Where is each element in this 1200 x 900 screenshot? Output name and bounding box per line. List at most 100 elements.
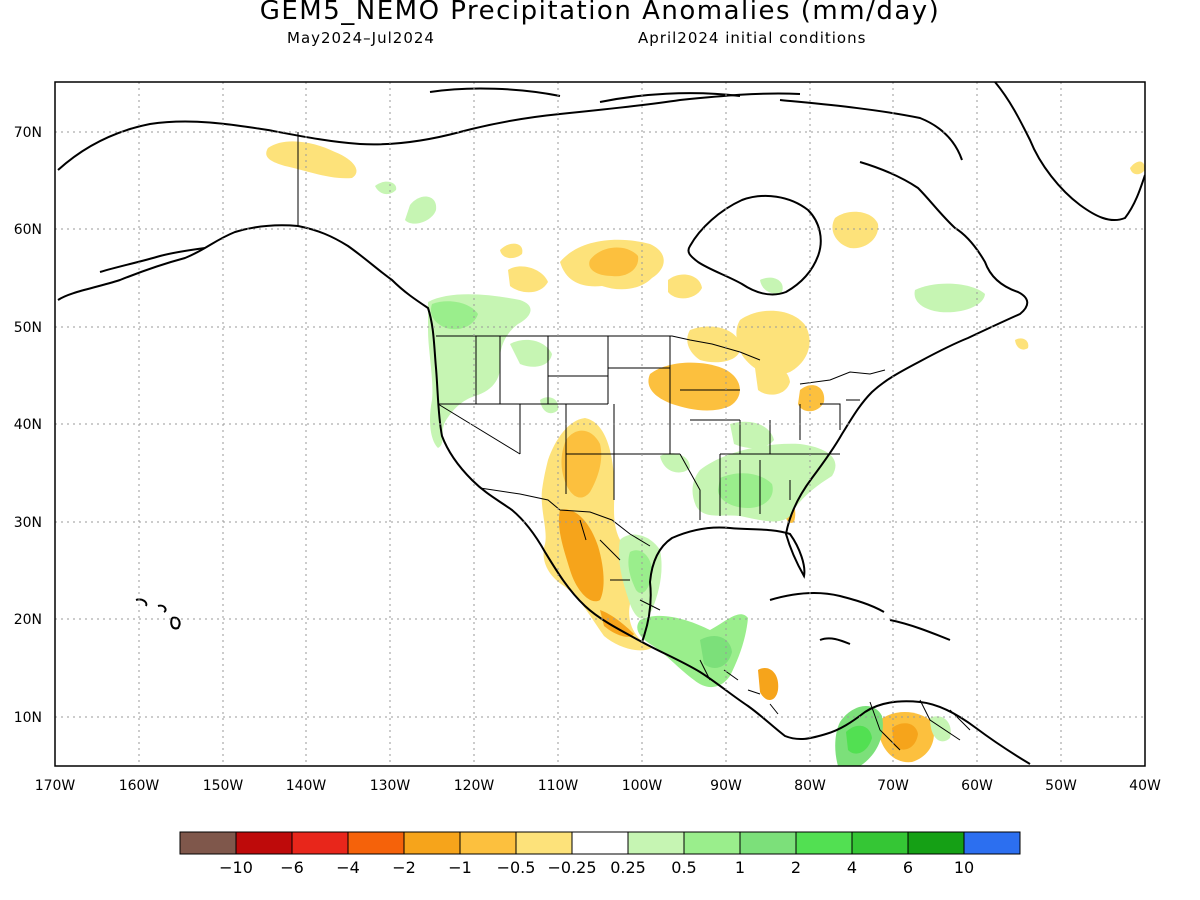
north-america-coastline [57,224,1031,765]
legend-label: 1 [735,858,745,877]
lon-label: 100W [622,778,663,794]
anomaly-appalachian [730,421,774,449]
anomaly-colorado-wet [540,397,559,414]
legend-label: −10 [219,858,253,877]
anomaly-guyana-wet [930,716,951,742]
anomaly-nicaragua-dry [758,668,779,701]
anomaly-michigan-dry [755,364,790,395]
caribbean-islands [769,592,951,645]
us-state-grid-west [437,336,680,500]
legend-label: −1 [448,858,472,877]
anomaly-labrador-wet [914,283,985,313]
anomaly-newfoundland [1015,338,1029,350]
longitude-labels: 170W 160W 150W 140W 130W 120W 110W 100W … [35,778,1161,794]
legend-label: −4 [336,858,360,877]
anomaly-montana-wet [510,339,552,367]
anomaly-hudson-wet [760,277,783,294]
anomaly-alaska-north [266,141,357,179]
aleutian-islands [99,247,206,273]
legend-swatch [963,831,1021,855]
anomaly-gulf-states [718,473,773,508]
mexico-states [579,519,661,611]
lon-label: 170W [35,778,76,794]
anomaly-quebec-north [832,211,879,249]
lat-label: 30N [14,515,42,531]
lat-label: 40N [14,417,42,433]
lat-label: 50N [14,320,42,336]
anomaly-guatemala [700,636,732,668]
anomaly-sierra-madre [558,509,604,602]
legend-label: 0.25 [610,858,646,877]
latitude-labels: 70N 60N 50N 40N 30N 20N 10N [14,125,42,726]
lon-label: 60W [961,778,993,794]
lon-label: 40W [1129,778,1161,794]
anomaly-east-mexico-core [628,550,652,594]
us-state-grid-east [679,389,860,520]
arctic-islands [429,87,963,161]
legend-swatch [347,831,405,855]
anomaly-shading [266,141,1145,766]
anomaly-colombia-core [846,725,872,754]
legend-swatch [571,831,629,855]
lon-label: 80W [794,778,826,794]
anomaly-alberta-dry [508,266,548,293]
anomaly-upper-midwest [648,362,740,411]
lon-label: 160W [119,778,160,794]
map-frame [54,81,1146,767]
legend-swatches [179,831,1021,855]
legend-swatch [179,831,237,855]
legend-swatch [459,831,517,855]
legend-swatch [907,831,965,855]
lon-label: 120W [454,778,495,794]
anomaly-mexico-core [561,430,602,498]
anomaly-alaska-wet [375,181,397,195]
legend-label: 10 [954,858,974,877]
anomaly-sask-small [500,243,523,259]
legend-label: −2 [392,858,416,877]
lon-label: 130W [370,778,411,794]
coastlines [57,82,1145,765]
legend-swatch [515,831,573,855]
hudson-bay [687,194,822,296]
lon-label: 110W [538,778,579,794]
anomaly-yukon-wet [405,196,437,224]
legend-label: 0.5 [671,858,696,877]
central-america-borders [699,659,779,715]
legend-label: −0.5 [497,858,536,877]
anomaly-pnw-wet [428,294,531,448]
graticule [55,82,1145,766]
color-legend: −10 −6 −4 −2 −1 −0.5 −0.25 0.25 0.5 1 2 … [179,831,1021,877]
alaska-north-coast [57,92,801,171]
initial-conditions: April2024 initial conditions [638,29,867,47]
anomaly-greenland-dry [1130,161,1145,175]
lon-label: 70W [877,778,909,794]
anomaly-ohio-dry [798,385,825,412]
legend-label: −6 [280,858,304,877]
legend-swatch [291,831,349,855]
anomaly-central-america [637,614,748,688]
legend-label: 2 [791,858,801,877]
legend-swatch [739,831,797,855]
lon-label: 140W [286,778,327,794]
legend-swatch [403,831,461,855]
lon-label: 150W [203,778,244,794]
map-title: GEM5_NEMO Precipitation Anomalies (mm/da… [259,0,941,26]
lat-label: 20N [14,612,42,628]
anomaly-venezuela-core [892,723,918,750]
legend-swatch [795,831,853,855]
lat-label: 70N [14,125,42,141]
lat-label: 10N [14,710,42,726]
lon-label: 90W [710,778,742,794]
forecast-period: May2024–Jul2024 [287,29,435,47]
legend-labels: −10 −6 −4 −2 −1 −0.5 −0.25 0.25 0.5 1 2 … [219,858,974,877]
legend-swatch [627,831,685,855]
legend-swatch [851,831,909,855]
anomaly-bc-wet [430,301,478,330]
anomaly-mexico-coast [600,610,634,637]
legend-label: 6 [903,858,913,877]
anomaly-hudson-dry [668,274,702,299]
lat-label: 60N [14,222,42,238]
greenland-coast [994,82,1145,222]
hawaii-islands [135,598,181,630]
